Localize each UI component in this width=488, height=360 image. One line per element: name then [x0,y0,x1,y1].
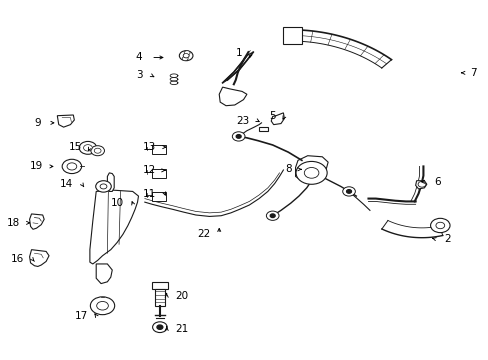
Polygon shape [30,214,44,229]
Circle shape [183,54,189,58]
Bar [152,169,165,178]
Circle shape [304,167,318,178]
Text: 16: 16 [10,254,24,264]
Text: 23: 23 [236,116,249,126]
Circle shape [183,54,189,58]
Circle shape [270,214,275,217]
Text: 20: 20 [175,291,188,301]
Text: 3: 3 [136,70,142,80]
Circle shape [100,184,107,189]
Circle shape [97,301,108,310]
Polygon shape [152,282,167,289]
Text: 6: 6 [433,177,440,187]
Circle shape [179,51,193,61]
Circle shape [62,159,81,174]
Text: 21: 21 [175,324,188,334]
Text: 15: 15 [68,142,81,152]
Circle shape [346,190,351,193]
Circle shape [94,148,101,153]
Polygon shape [219,87,246,106]
Circle shape [91,146,104,156]
Text: 7: 7 [469,68,476,78]
Circle shape [295,161,326,184]
Polygon shape [30,249,49,266]
Polygon shape [96,264,112,284]
Circle shape [342,187,355,196]
Circle shape [435,222,444,229]
Circle shape [79,141,97,154]
Text: 13: 13 [142,142,156,152]
Circle shape [417,181,425,187]
Polygon shape [155,289,164,306]
Circle shape [90,297,115,315]
Text: 10: 10 [111,198,123,208]
Text: 8: 8 [285,164,291,174]
Circle shape [157,325,163,329]
Polygon shape [57,115,74,127]
Text: 4: 4 [136,53,142,63]
Polygon shape [295,156,327,181]
Text: 19: 19 [29,161,42,171]
Circle shape [96,181,111,192]
Polygon shape [107,173,114,192]
Polygon shape [415,181,426,189]
Circle shape [430,218,449,233]
Text: 22: 22 [197,229,210,239]
Polygon shape [90,190,138,264]
Circle shape [83,145,92,151]
Polygon shape [259,127,267,131]
Circle shape [232,132,244,141]
Bar [152,145,165,154]
Circle shape [182,57,188,61]
Polygon shape [283,27,302,44]
Circle shape [266,211,279,220]
Text: 12: 12 [142,165,156,175]
Polygon shape [271,113,284,125]
Text: 9: 9 [35,118,41,128]
Text: 18: 18 [7,218,20,228]
Circle shape [67,163,77,170]
Circle shape [184,51,190,55]
Text: 2: 2 [443,234,449,244]
Polygon shape [222,52,253,83]
Circle shape [236,135,241,138]
Circle shape [152,322,167,333]
Text: 5: 5 [269,111,276,121]
Text: 1: 1 [235,48,242,58]
Text: 14: 14 [60,179,73,189]
Bar [152,192,165,201]
Text: 17: 17 [75,311,88,321]
Text: 11: 11 [142,189,156,199]
